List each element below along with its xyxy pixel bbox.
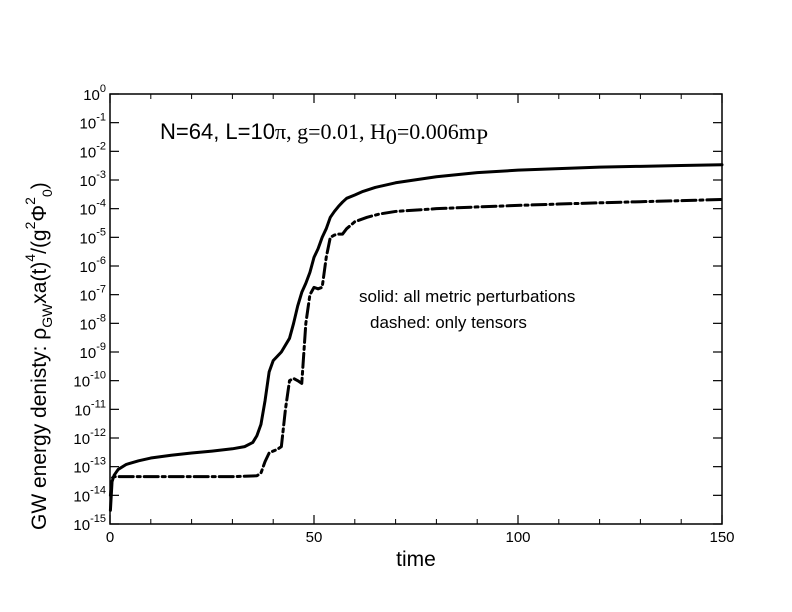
y-axis-ticks: 100 10-1 10-2 10-3 10-4 10-5 10-6 10-7 10-8 10-9 1…	[73, 83, 722, 534]
y-tick-label: 10-8	[80, 312, 106, 333]
series-line-tensors	[108, 197, 724, 497]
y-tick-label: 10-12	[73, 427, 106, 448]
x-axis-ticks: 0 50 100 150	[106, 94, 735, 546]
y-tick-label: 10-10	[73, 370, 106, 391]
plot-frame	[109, 93, 723, 525]
y-axis-label: GW energy denisty: ρGWxa(t)4/(g2Φ20)	[22, 182, 55, 530]
y-tick-label: 10-11	[74, 398, 106, 419]
y-tick-label: 10-4	[80, 198, 106, 219]
y-tick-label: 10-9	[80, 341, 106, 362]
y-tick-label: 10-6	[80, 255, 106, 276]
y-tick-label: 10-3	[80, 169, 106, 190]
x-axis-label: time	[396, 548, 436, 571]
y-tick-label: 10-2	[80, 140, 106, 161]
y-tick-label: 10-1	[80, 112, 106, 133]
legend-solid: solid: all metric perturbations	[359, 287, 575, 306]
x-tick-label: 0	[106, 529, 114, 546]
series-layer	[108, 163, 724, 512]
x-tick-label: 100	[505, 529, 530, 546]
y-tick-label: 10-7	[80, 284, 106, 305]
parameters-annotation: N=64, L=10π, g=0.01, H0=0.006mP	[160, 119, 488, 149]
x-tick-label: 150	[709, 529, 734, 546]
y-tick-label: 10-5	[80, 226, 106, 247]
legend-dashed: dashed: only tensors	[370, 313, 527, 332]
y-tick-label: 10-14	[73, 484, 106, 505]
y-tick-label: 100	[83, 83, 106, 104]
y-tick-label: 10-15	[73, 513, 106, 534]
series-line-all-metric	[108, 163, 724, 512]
x-tick-label: 50	[306, 529, 323, 546]
y-tick-label: 10-13	[73, 456, 106, 477]
